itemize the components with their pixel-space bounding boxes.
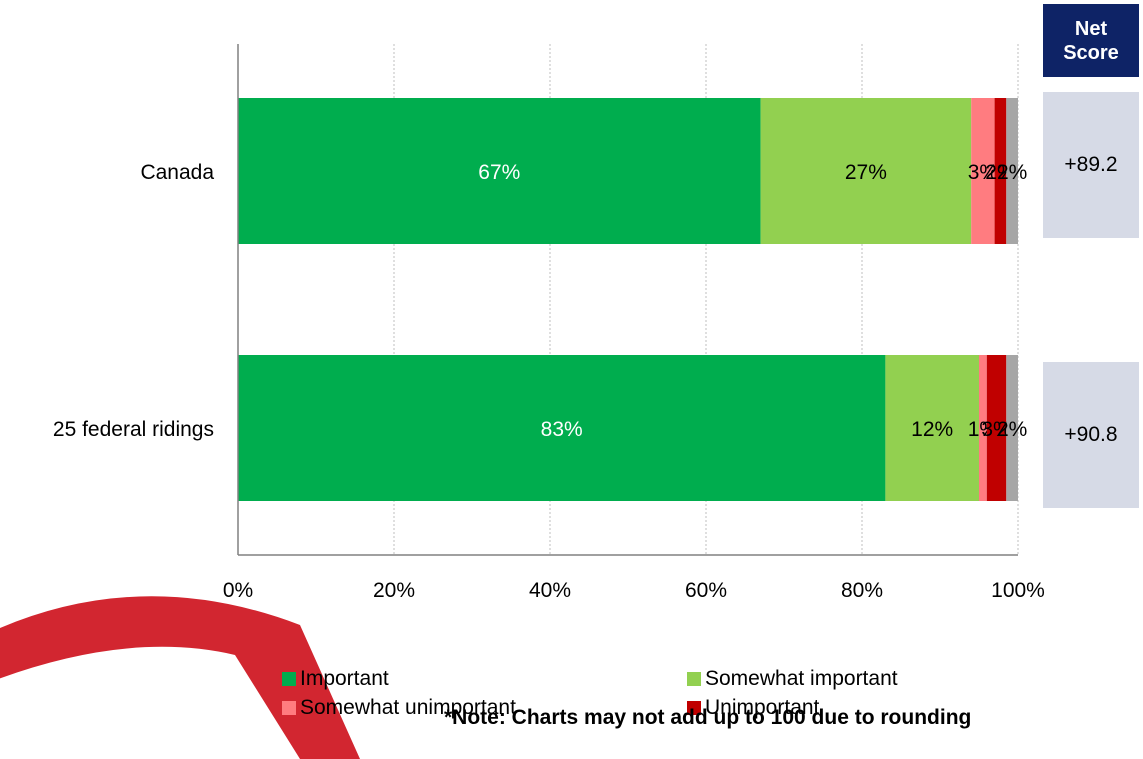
x-tick-label: 100% — [991, 579, 1045, 602]
net-score-header: Net Score — [1043, 4, 1139, 77]
bar-segment — [760, 98, 972, 244]
rounding-note: *Note: Charts may not add up to 100 due … — [444, 706, 972, 729]
bar-segment — [971, 98, 995, 244]
x-tick-label: 40% — [529, 579, 571, 602]
legend-label-somewhat-unimportant: Somewhat unimportant — [300, 696, 516, 719]
bar-segment — [1006, 98, 1018, 244]
legend-label-unimportant: Unimportant — [705, 696, 820, 719]
bar-segment — [979, 355, 987, 501]
legend-label-somewhat-important: Somewhat important — [705, 667, 898, 690]
legend-item-important: Important — [282, 667, 389, 691]
net-score-header-line2: Score — [1063, 41, 1119, 64]
data-label: 3% — [981, 418, 1011, 441]
bar-segment — [238, 98, 761, 244]
net-score-canada: +89.2 — [1043, 92, 1139, 238]
category-label: Canada — [140, 161, 214, 184]
data-label: 2% — [997, 418, 1027, 441]
bar-segment — [885, 355, 979, 501]
legend-item-somewhat-important: Somewhat important — [687, 667, 898, 691]
bar-segment — [1006, 355, 1018, 501]
x-tick-label: 60% — [685, 579, 727, 602]
legend-swatch-unimportant — [687, 701, 701, 715]
legend-swatch-somewhat-unimportant — [282, 701, 296, 715]
legend-label-important: Important — [300, 667, 389, 690]
bar-segment — [994, 98, 1007, 244]
x-tick-label: 20% — [373, 579, 415, 602]
data-label: 3% — [968, 161, 998, 184]
data-label: 27% — [845, 161, 887, 184]
x-tick-label: 80% — [841, 579, 883, 602]
x-tick-label: 0% — [223, 579, 253, 602]
net-score-ridings: +90.8 — [1043, 362, 1139, 508]
data-label: 2% — [997, 161, 1027, 184]
legend-swatch-important — [282, 672, 296, 686]
category-label: 25 federal ridings — [53, 418, 214, 441]
bar-segment — [986, 355, 1007, 501]
legend-swatch-somewhat-important — [687, 672, 701, 686]
net-score-header-line1: Net — [1074, 17, 1108, 40]
legend-item-somewhat-unimportant: Somewhat unimportant — [282, 696, 516, 720]
data-label: 83% — [541, 418, 583, 441]
legend-item-unimportant: Unimportant — [687, 696, 819, 720]
data-label: 67% — [478, 161, 520, 184]
bar-segment — [238, 355, 886, 501]
data-label: 12% — [911, 418, 953, 441]
